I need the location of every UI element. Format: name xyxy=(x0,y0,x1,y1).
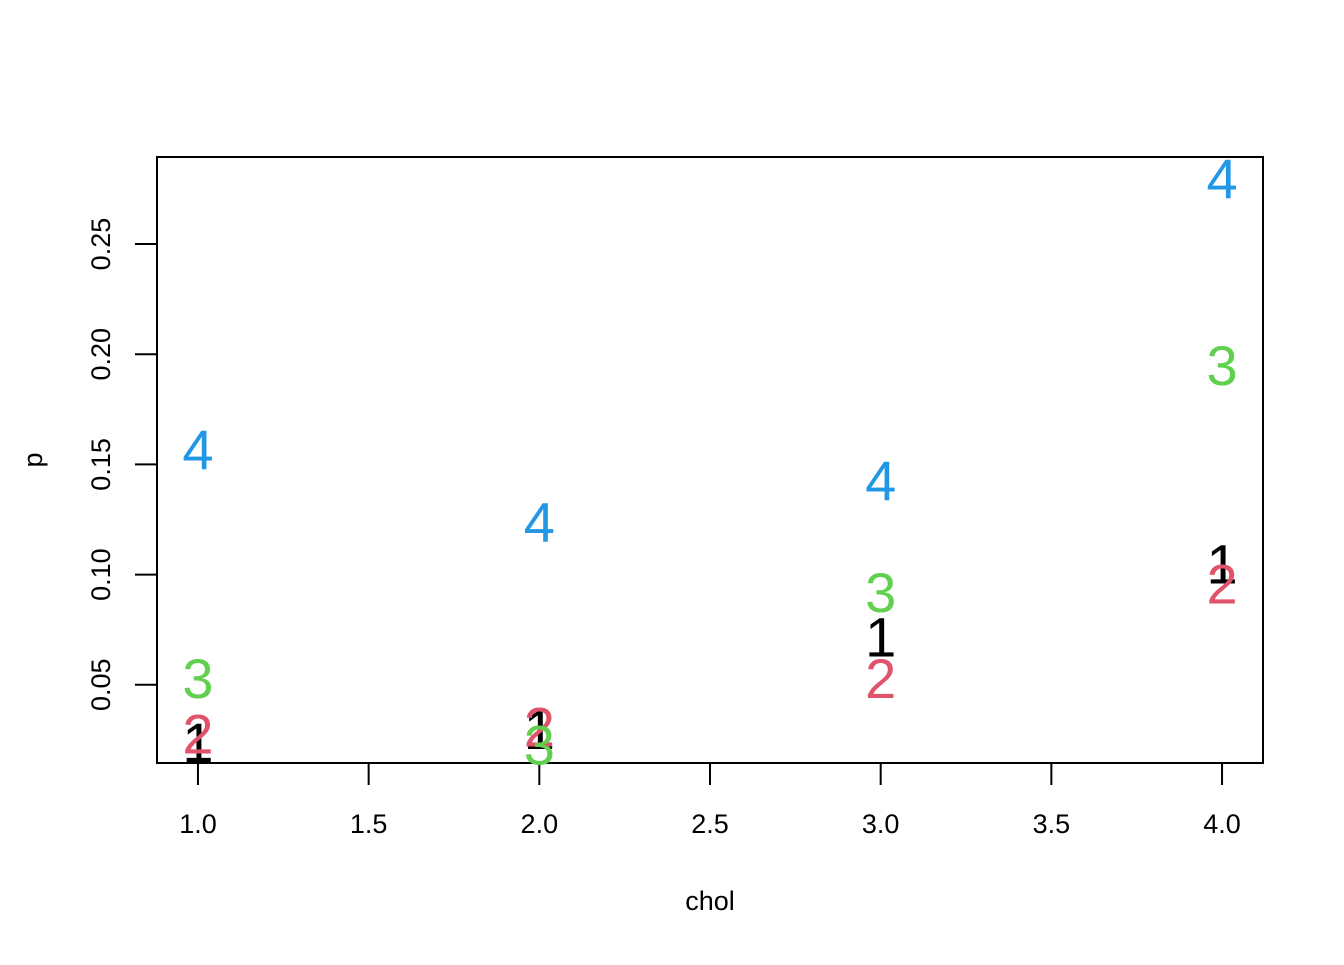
data-point-group-4: 4 xyxy=(524,491,555,554)
x-tick-label: 2.0 xyxy=(521,809,559,839)
x-tick-label: 1.0 xyxy=(179,809,217,839)
y-tick-label: 0.15 xyxy=(86,438,116,491)
data-point-group-1: 1 xyxy=(524,698,555,761)
data-point-group-1: 1 xyxy=(865,605,896,668)
y-tick-label: 0.05 xyxy=(86,658,116,711)
data-point-group-2: 2 xyxy=(865,647,896,710)
y-tick-label: 0.25 xyxy=(86,218,116,271)
x-tick-label: 2.5 xyxy=(691,809,729,839)
y-tick-label: 0.20 xyxy=(86,328,116,381)
data-point-group-2: 2 xyxy=(182,702,213,765)
x-tick-label: 1.5 xyxy=(350,809,388,839)
data-point-group-3: 3 xyxy=(182,647,213,710)
data-point-group-4: 4 xyxy=(1206,147,1237,210)
data-point-group-2: 2 xyxy=(524,696,555,759)
y-axis-title: p xyxy=(18,452,48,467)
data-point-group-1: 1 xyxy=(182,711,213,774)
x-tick-label: 3.5 xyxy=(1033,809,1071,839)
data-point-group-3: 3 xyxy=(524,713,555,776)
data-point-group-2: 2 xyxy=(1206,552,1237,615)
data-point-group-3: 3 xyxy=(1206,334,1237,397)
data-point-group-3: 3 xyxy=(865,561,896,624)
x-axis: 1.0 1.5 2.0 2.5 3.0 3.5 4.0 xyxy=(179,762,1241,839)
data-point-group-4: 4 xyxy=(865,449,896,512)
plot-frame xyxy=(156,156,1264,764)
x-tick-label: 4.0 xyxy=(1203,809,1241,839)
x-tick-label: 3.0 xyxy=(862,809,900,839)
y-tick-label: 0.10 xyxy=(86,548,116,601)
y-axis: 0.05 0.10 0.15 0.20 0.25 xyxy=(86,218,158,711)
x-axis-title: chol xyxy=(685,886,735,916)
data-point-group-4: 4 xyxy=(182,418,213,481)
data-point-group-1: 1 xyxy=(1206,533,1237,596)
